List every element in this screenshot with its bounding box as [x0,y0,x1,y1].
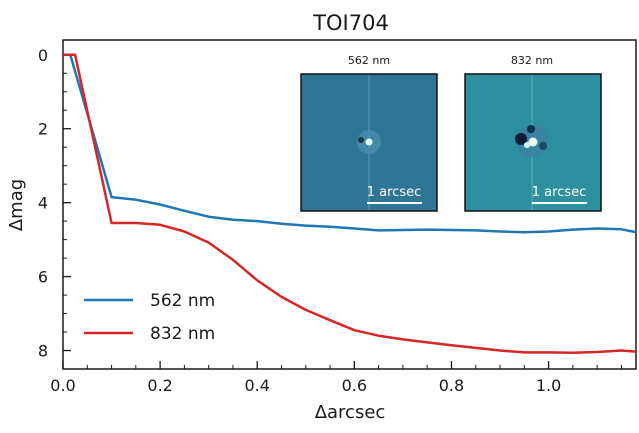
x-axis-label: Δarcsec [315,402,386,423]
x-tick-label: 0.2 [147,376,172,395]
inset-source-562 [365,138,373,146]
inset-image-562nm: 562 nm 1 arcsec [300,54,438,212]
inset-scale-label-562: 1 arcsec [367,185,422,200]
inset-title-832: 832 nm [511,54,553,67]
x-axis-ticks: 0.0 0.2 0.4 0.6 0.8 1.0 [50,361,622,395]
inset-source-832 [528,137,538,147]
inset-dark-lobe-832-right [539,142,547,150]
legend-label-832: 832 nm [150,324,215,344]
legend: 562 nm 832 nm [84,291,215,344]
inset-background-832 [464,73,602,212]
series-lines [63,53,637,354]
y-tick-label: 2 [38,120,48,139]
y-tick-label: 4 [38,194,48,213]
series-line-832-nm [63,53,637,354]
inset-scale-label-832: 1 arcsec [532,185,587,200]
inset-dark-lobe-832-top [527,125,535,133]
y-axis-ticks: 0 2 4 6 8 [38,46,71,361]
x-tick-label: 0.0 [50,376,75,395]
inset-title-562: 562 nm [348,54,390,67]
inset-dark-lobe-562 [358,137,364,143]
x-tick-label: 0.8 [439,376,464,395]
x-tick-label: 0.4 [245,376,270,395]
x-tick-label: 1.0 [536,376,561,395]
plot-area: 0.0 0.2 0.4 0.6 0.8 1.0 0 2 4 6 8 [38,39,637,395]
chart-title: TOI704 [312,11,389,35]
plot-frame [62,39,637,370]
y-axis-label: Δmag [6,179,27,231]
inset-dark-lobe-832-left [515,133,527,145]
series-line-562-nm [63,53,637,234]
inset-bright-lobe-832 [524,142,530,148]
y-tick-label: 0 [38,46,48,65]
y-tick-label: 8 [38,342,48,361]
x-tick-label: 0.6 [342,376,367,395]
y-tick-label: 6 [38,268,48,287]
legend-label-562: 562 nm [150,291,215,311]
inset-image-832nm: 832 nm 1 arcsec [464,54,602,212]
